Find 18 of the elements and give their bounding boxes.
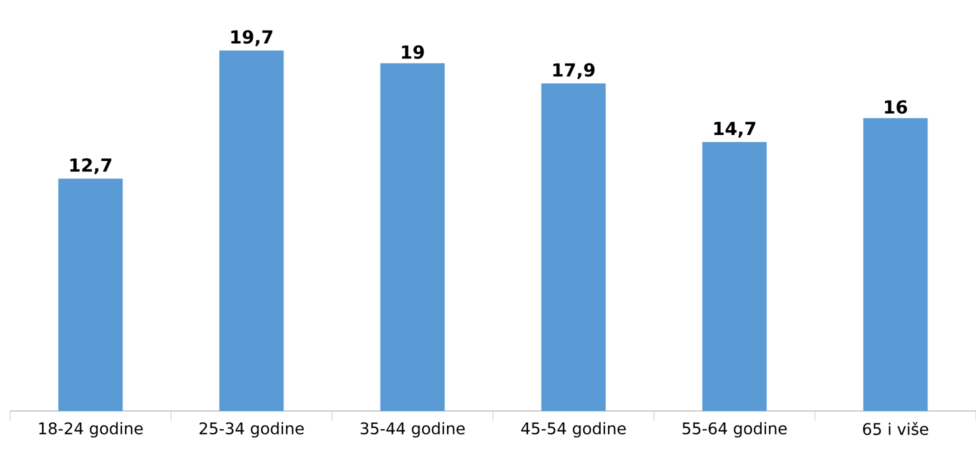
bar [58, 178, 123, 411]
x-tick-label: 35-44 godine [360, 422, 465, 438]
data-label: 16 [885, 100, 908, 114]
data-label: 12,7 [70, 158, 112, 174]
bar [380, 63, 445, 411]
data-label: 19 [402, 45, 424, 59]
x-tick-label: 65 i više [863, 422, 928, 436]
x-tick-label: 25-34 godine [200, 422, 304, 438]
bar [219, 50, 284, 411]
x-tick-label: 45-54 godine [521, 422, 626, 438]
x-tick-label: 18-24 godine [39, 422, 143, 438]
bar [863, 118, 928, 411]
bar [541, 83, 606, 411]
x-tick-label: 55-64 godine [682, 422, 787, 438]
data-label: 14,7 [714, 122, 756, 138]
bar [702, 142, 767, 411]
data-label: 19,7 [231, 30, 272, 46]
data-label: 17,9 [553, 63, 595, 80]
